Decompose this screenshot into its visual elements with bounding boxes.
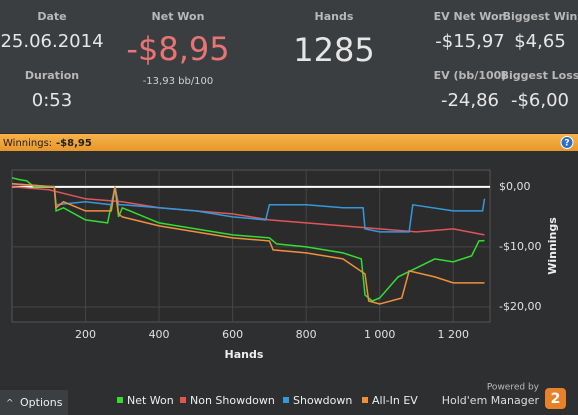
- x-tick-label: 400: [149, 328, 170, 341]
- options-caret[interactable]: ^: [6, 399, 14, 409]
- duration: 0:53: [32, 90, 72, 111]
- legend-label: Net Won: [127, 394, 174, 407]
- brand-badge-text: 2: [551, 391, 561, 407]
- x-tick-label: 200: [75, 328, 96, 341]
- legend-swatch: [283, 397, 289, 403]
- help-button[interactable]: [560, 136, 574, 149]
- legend-swatch: [362, 397, 368, 403]
- x-tick-label: 1 200: [437, 328, 469, 341]
- stats-panel: [0, 0, 578, 133]
- winnings-value: -$8,95: [56, 138, 92, 149]
- brand: Hold'em Manager: [442, 394, 540, 407]
- y-tick-label: -$20,00: [499, 300, 541, 313]
- winnings-bar: [0, 134, 578, 151]
- hands: 1285: [293, 31, 374, 69]
- ev-net-won-label: EV Net Won: [434, 10, 507, 23]
- x-axis-title: Hands: [225, 348, 264, 361]
- powered-by: Powered by: [487, 383, 540, 393]
- x-tick-label: 1 000: [364, 328, 396, 341]
- net-won-label: Net Won: [152, 10, 205, 23]
- series-line: [11, 186, 485, 236]
- x-tick-label: 600: [222, 328, 243, 341]
- x-tick-label: 800: [296, 328, 317, 341]
- biggest-loss-label: Biggest Loss: [501, 69, 578, 82]
- biggest-loss: -$6,00: [511, 90, 569, 111]
- ev-net-won: -$15,97: [435, 31, 504, 52]
- options-label[interactable]: Options: [20, 396, 63, 409]
- brand-badge: [545, 388, 566, 409]
- net-won-bb: -13,93 bb/100: [143, 76, 214, 87]
- winnings-label: Winnings:: [3, 138, 52, 149]
- y-tick-label: -$10,00: [499, 240, 541, 253]
- options-button[interactable]: [0, 390, 68, 415]
- date-label: Date: [37, 10, 66, 23]
- y-axis-title: Winnings: [546, 217, 559, 275]
- help-icon[interactable]: ?: [564, 139, 569, 149]
- y-tick-label: $0,00: [499, 180, 531, 193]
- series-line: [11, 183, 486, 233]
- ev-bb: -24,86: [441, 90, 499, 111]
- legend-swatch: [180, 397, 186, 403]
- biggest-win: $4,65: [514, 31, 566, 52]
- net-won: -$8,95: [126, 30, 229, 68]
- legend-label: Non Showdown: [190, 394, 275, 407]
- legend-swatch: [117, 397, 123, 403]
- hands-label: Hands: [315, 10, 354, 23]
- ev-bb-label: EV (bb/100): [434, 69, 507, 82]
- series-line: [11, 183, 485, 305]
- plot-area: [11, 169, 491, 323]
- duration-label: Duration: [25, 69, 79, 82]
- legend-label: Showdown: [293, 394, 352, 407]
- date: 25.06.2014: [0, 31, 103, 52]
- series-line: [11, 177, 485, 302]
- biggest-win-label: Biggest Win: [503, 10, 578, 23]
- legend-label: All-In EV: [372, 394, 418, 407]
